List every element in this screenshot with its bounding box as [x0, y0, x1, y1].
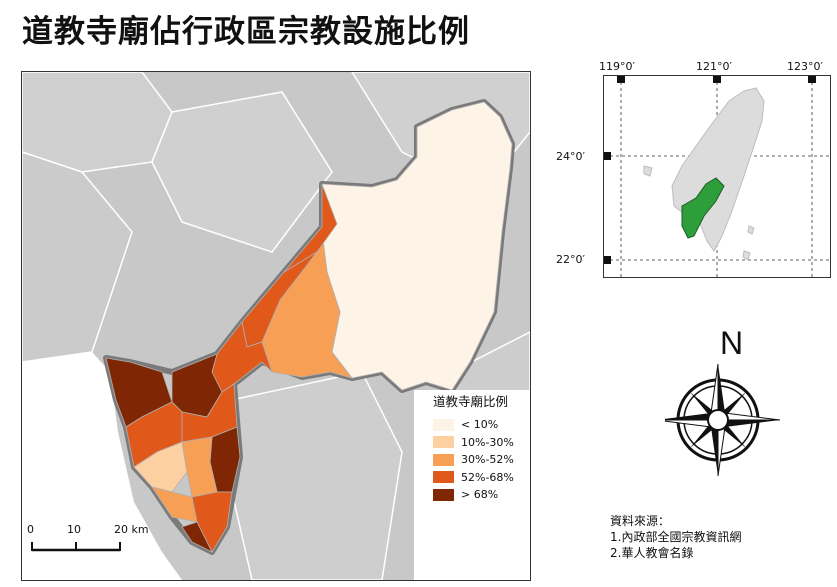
- district-above-68[interactable]: [181, 521, 213, 553]
- data-sources: 資料來源： 1.內政部全國宗教資訊網 2.華人教會名錄: [610, 513, 741, 561]
- legend-swatch: [433, 488, 454, 501]
- neighbor-district: [221, 371, 403, 580]
- scale-tick-10: 10: [67, 523, 81, 536]
- sources-heading: 資料來源：: [610, 514, 671, 528]
- orchid-island: [742, 250, 751, 261]
- sea: [22, 352, 182, 580]
- highlighted-county: [681, 177, 725, 239]
- inset-map[interactable]: [603, 75, 831, 278]
- map-title: 道教寺廟佔行政區宗教設施比例: [22, 14, 470, 50]
- north-label: N: [720, 325, 743, 361]
- legend-swatch: [433, 436, 454, 449]
- source-item: 1.內政部全國宗教資訊網: [610, 530, 742, 544]
- green-island: [747, 225, 755, 235]
- neighbor-district: [151, 91, 333, 253]
- legend-item: < 10%: [433, 416, 523, 434]
- legend-item: > 68%: [433, 486, 523, 504]
- lon-label-119: 119°0′: [599, 60, 635, 73]
- neighbor-district: [22, 72, 173, 173]
- legend-item: 10%-30%: [433, 434, 523, 452]
- legend-label: < 10%: [461, 418, 499, 432]
- legend-label: 10%-30%: [461, 435, 514, 449]
- legend-item: 30%-52%: [433, 451, 523, 469]
- lon-label-121: 121°0′: [696, 60, 732, 73]
- legend-title: 道教寺廟比例: [433, 394, 509, 409]
- lon-label-123: 123°0′: [787, 60, 823, 73]
- north-arrow: N: [655, 324, 795, 494]
- lat-label-22: 22°0′: [556, 253, 585, 266]
- legend-label: 30%-52%: [461, 453, 514, 467]
- legend-swatch: [433, 471, 454, 484]
- choropleth-svg: [22, 72, 530, 580]
- lat-label-24: 24°0′: [556, 150, 585, 163]
- inset-svg: [604, 76, 830, 277]
- legend-swatch: [433, 418, 454, 431]
- legend-label: 52%-68%: [461, 470, 514, 484]
- penghu-islands: [643, 165, 653, 177]
- main-map[interactable]: 0 10 20 km: [21, 71, 531, 581]
- neighbor-district: [22, 151, 133, 363]
- source-item: 2.華人教會名錄: [610, 546, 694, 560]
- legend: 道教寺廟比例 < 10% 10%-30% 30%-52% 52%-68% > 6…: [413, 391, 523, 504]
- legend-label: > 68%: [461, 488, 499, 502]
- legend-swatch: [433, 453, 454, 466]
- legend-item: 52%-68%: [433, 469, 523, 487]
- scale-bar: [31, 542, 121, 552]
- scale-tick-20: 20 km: [114, 523, 149, 536]
- scale-tick-0: 0: [27, 523, 34, 536]
